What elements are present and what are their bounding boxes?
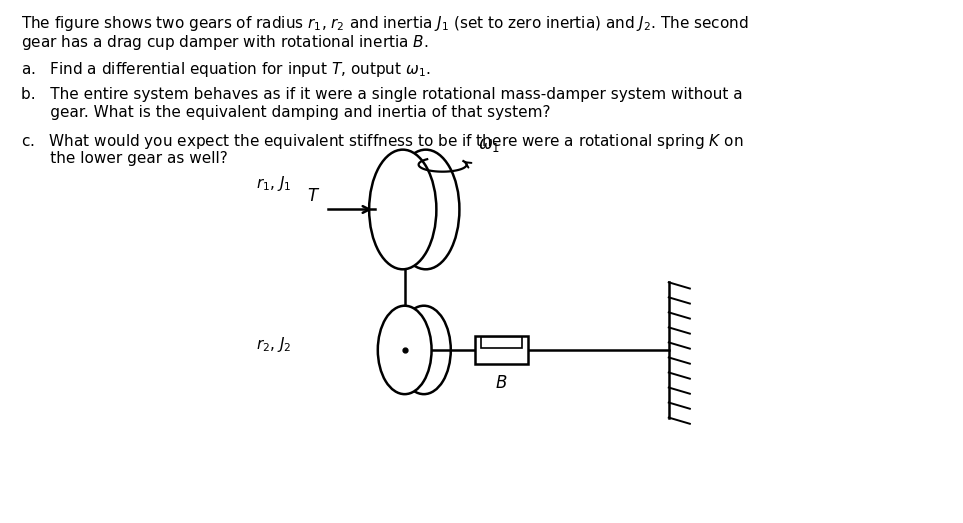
Ellipse shape <box>377 306 431 394</box>
Text: $T$: $T$ <box>307 187 320 206</box>
Bar <box>475 336 528 364</box>
Ellipse shape <box>369 150 436 269</box>
Text: b.   The entire system behaves as if it were a single rotational mass-damper sys: b. The entire system behaves as if it we… <box>20 87 742 102</box>
Text: $B$: $B$ <box>495 373 508 392</box>
Text: The figure shows two gears of radius $r_1$, $r_2$ and inertia $J_1$ (set to zero: The figure shows two gears of radius $r_… <box>20 15 748 33</box>
Text: $\omega_1$: $\omega_1$ <box>479 136 501 154</box>
Text: gear has a drag cup damper with rotational inertia $B$.: gear has a drag cup damper with rotation… <box>20 32 428 52</box>
Text: the lower gear as well?: the lower gear as well? <box>20 151 227 166</box>
Bar <box>481 337 522 348</box>
Text: gear. What is the equivalent damping and inertia of that system?: gear. What is the equivalent damping and… <box>20 106 550 120</box>
Text: $r_2$, $J_2$: $r_2$, $J_2$ <box>256 335 291 354</box>
Text: a.   Find a differential equation for input $T$, output $\omega_1$.: a. Find a differential equation for inpu… <box>20 60 430 78</box>
Text: c.   What would you expect the equivalent stiffness to be if there were a rotati: c. What would you expect the equivalent … <box>20 132 743 152</box>
Text: $r_1$, $J_1$: $r_1$, $J_1$ <box>256 174 291 193</box>
